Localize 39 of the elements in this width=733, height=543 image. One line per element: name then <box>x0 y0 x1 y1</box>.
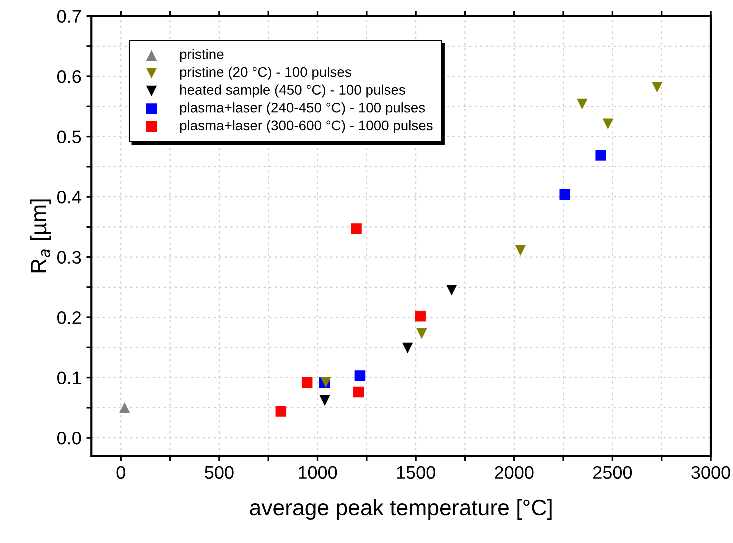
point <box>320 395 330 406</box>
point <box>515 245 526 256</box>
point <box>353 386 364 398</box>
text: 0.0 <box>58 432 82 445</box>
x-tick-label: 0 <box>116 466 126 480</box>
point <box>577 98 588 110</box>
y-tick-label: 0.3 <box>58 251 82 264</box>
point <box>596 150 606 161</box>
point <box>119 402 130 414</box>
point <box>351 224 362 234</box>
point <box>652 82 663 93</box>
point <box>446 285 458 296</box>
x-tick-label: 1000 <box>299 466 338 480</box>
x-tick-label: 2000 <box>495 466 534 480</box>
point <box>416 328 428 340</box>
x-axis-title: average peak temperature [°C] <box>250 499 552 520</box>
y-tick-label: 0.1 <box>58 372 82 385</box>
x-tick-label: 3000 <box>692 466 730 480</box>
legend-label: pristine <box>180 49 224 62</box>
point <box>602 118 614 130</box>
y-tick-label: 0.5 <box>58 130 82 144</box>
x-tick-label: 2500 <box>594 466 632 480</box>
point <box>354 370 366 382</box>
point <box>415 310 426 322</box>
x-tick-label: 500 <box>205 466 234 480</box>
y-axis-title: R$_{a}$ [µm] <box>30 200 52 273</box>
y-tick-label: 0.7 <box>58 10 81 24</box>
y-tick-label: 0.6 <box>58 70 82 84</box>
point <box>302 377 313 388</box>
y-tick-label: 0.2 <box>58 311 81 324</box>
legend-label: plasma+laser (300-600 °C) - 1000 pulses <box>180 120 433 134</box>
x-tick-label: 1500 <box>397 466 436 480</box>
y-tick-label: 0.4 <box>58 190 82 204</box>
legend-label: plasma+laser (240-450 °C) - 100 pulses <box>180 102 426 116</box>
point <box>276 406 287 417</box>
point <box>402 342 414 354</box>
legend-label: pristine (20 °C) - 100 pulses <box>180 66 352 80</box>
point <box>560 189 570 200</box>
legend-label: heated sample (450 °C) - 100 pulses <box>180 84 406 98</box>
